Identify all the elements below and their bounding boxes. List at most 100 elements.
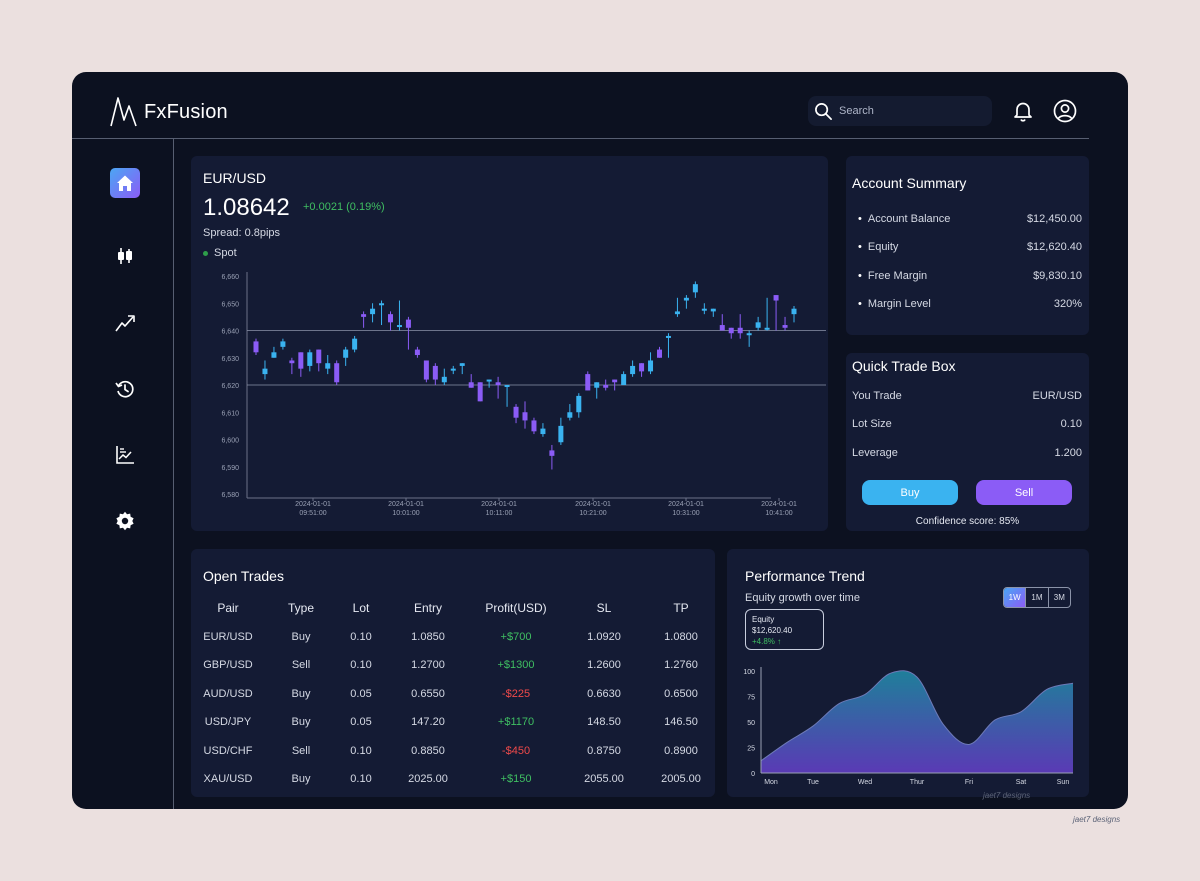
- sidebar-divider: [173, 139, 174, 809]
- table-row[interactable]: AUD/USD Buy 0.05 0.6550 -$225 0.6630 0.6…: [191, 681, 715, 709]
- notification-bell-icon[interactable]: [1012, 100, 1034, 122]
- candle-body: [388, 314, 393, 323]
- column-header[interactable]: TP: [673, 601, 689, 615]
- search-input[interactable]: [839, 105, 979, 117]
- candle-body: [674, 311, 680, 315]
- candle-body: [262, 368, 268, 375]
- y-tick-label: 6,620: [221, 383, 239, 390]
- nav-home[interactable]: [110, 168, 140, 198]
- column-header[interactable]: SL: [596, 601, 612, 615]
- user-avatar-icon[interactable]: [1053, 99, 1077, 123]
- column-header[interactable]: Profit(USD): [485, 601, 547, 615]
- summary-row: Account Balance $12,450.00: [852, 213, 1082, 225]
- column-header[interactable]: Lot: [352, 601, 370, 615]
- buy-button[interactable]: Buy: [862, 480, 958, 505]
- candle-body: [441, 376, 447, 383]
- x-tick-date: 2024-01-01: [481, 501, 517, 508]
- range-1w-button[interactable]: 1W: [1004, 588, 1027, 607]
- search-icon: [815, 102, 832, 120]
- nav-markets[interactable]: [110, 241, 140, 271]
- cell-pair: AUD/USD: [203, 687, 253, 700]
- candle-body: [612, 379, 618, 383]
- search-bar[interactable]: [808, 96, 992, 126]
- table-row[interactable]: USD/CHF Sell 0.10 0.8850 -$450 0.8750 0.…: [191, 738, 715, 766]
- spread-label: Spread: 0.8pips: [203, 227, 281, 239]
- range-3m-button[interactable]: 3M: [1053, 593, 1065, 602]
- candle-body: [773, 295, 779, 301]
- summary-label: Account Balance: [858, 213, 951, 225]
- nav-settings[interactable]: [110, 506, 140, 536]
- cell-lot: 0.10: [350, 744, 372, 757]
- candle-body: [791, 308, 797, 315]
- candle-body: [603, 385, 609, 388]
- home-icon: [117, 175, 133, 191]
- cell-lot: 0.05: [350, 687, 372, 700]
- table-row[interactable]: USD/JPY Buy 0.05 147.20 +$1170 148.50 14…: [191, 709, 715, 737]
- summary-row: Free Margin $9,830.10: [852, 270, 1082, 282]
- trade-value[interactable]: EUR/USD: [1032, 390, 1082, 402]
- candlestick-chart[interactable]: 6,580 6,590 6,600 6,610 6,620 6,630 6,640 6,650…: [191, 156, 828, 531]
- x-tick-label: Thur: [910, 779, 925, 786]
- nav-history[interactable]: [110, 374, 140, 404]
- x-tick-time: 10:41:00: [765, 510, 792, 517]
- equity-area-chart[interactable]: 0 25 50 75 100 Mon Tue Wed Thur Fri Sat Sun: [727, 549, 1089, 797]
- spot-indicator: Spot: [203, 247, 237, 259]
- cell-sl: 0.6630: [587, 687, 621, 700]
- cell-lot: 0.10: [350, 659, 372, 672]
- candle-body: [343, 349, 349, 358]
- x-tick-label: Mon: [764, 779, 778, 786]
- top-bar: FxFusion: [72, 72, 1128, 138]
- cell-profit: +$1170: [497, 716, 535, 729]
- cell-type: Sell: [291, 659, 311, 672]
- x-tick-date: 2024-01-01: [575, 501, 611, 508]
- equity-label: Equity: [752, 615, 775, 624]
- cell-lot: 0.05: [350, 716, 372, 729]
- trade-value[interactable]: 0.10: [1060, 418, 1082, 430]
- confidence-score: Confidence score: 85%: [915, 516, 1020, 527]
- y-tick-label: 50: [747, 720, 755, 727]
- table-row[interactable]: EUR/USD Buy 0.10 1.0850 +$700 1.0920 1.0…: [191, 624, 715, 652]
- cell-profit: +$150: [500, 772, 532, 785]
- cell-entry: 1.0850: [411, 631, 445, 643]
- candle-body: [468, 382, 474, 388]
- logo[interactable]: FxFusion: [110, 96, 228, 128]
- candle-body: [423, 360, 429, 380]
- y-tick-label: 100: [743, 669, 755, 676]
- column-header[interactable]: Type: [287, 601, 315, 615]
- account-summary-title: Account Summary: [852, 175, 967, 191]
- cell-pair: XAU/USD: [203, 772, 253, 785]
- candle-body: [414, 349, 420, 356]
- nav-trends[interactable]: [110, 308, 140, 338]
- cell-entry: 0.6550: [411, 687, 445, 700]
- column-header[interactable]: Pair: [217, 601, 239, 615]
- candle-body: [728, 327, 734, 334]
- cell-profit: +$1300: [497, 659, 535, 672]
- candle-body: [531, 420, 537, 432]
- table-row[interactable]: XAU/USD Buy 0.10 2025.00 +$150 2055.00 2…: [191, 766, 715, 794]
- cell-profit: -$450: [501, 744, 531, 757]
- column-header[interactable]: Entry: [413, 601, 443, 615]
- summary-value: $9,830.10: [1033, 270, 1082, 282]
- cell-type: Buy: [291, 631, 311, 643]
- cell-pair: USD/JPY: [204, 716, 252, 729]
- nav-analytics[interactable]: [110, 440, 140, 470]
- range-selector: 1W 1M 3M: [1003, 587, 1071, 608]
- performance-title: Performance Trend: [745, 568, 865, 584]
- price-chart-card: 6,580 6,590 6,600 6,610 6,620 6,630 6,640 6,650…: [191, 156, 828, 531]
- sell-button[interactable]: Sell: [976, 480, 1072, 505]
- y-tick-label: 6,600: [221, 438, 239, 445]
- equity-line: [760, 670, 1074, 762]
- trade-label: Lot Size: [852, 418, 892, 430]
- trade-value[interactable]: 1.200: [1054, 447, 1082, 459]
- x-tick-time: 10:01:00: [392, 510, 419, 517]
- trade-label: You Trade: [852, 390, 902, 402]
- cell-sl: 1.0920: [587, 631, 621, 643]
- candle-body: [495, 382, 501, 385]
- x-tick-time: 10:31:00: [672, 510, 699, 517]
- candle-body: [755, 322, 761, 328]
- table-row[interactable]: GBP/USD Sell 0.10 1.2700 +$1300 1.2600 1…: [191, 652, 715, 680]
- x-tick-time: 10:11:00: [486, 510, 513, 517]
- candle-body: [370, 308, 376, 315]
- range-1m-button[interactable]: 1M: [1026, 588, 1049, 607]
- cell-tp: 1.0800: [664, 631, 698, 643]
